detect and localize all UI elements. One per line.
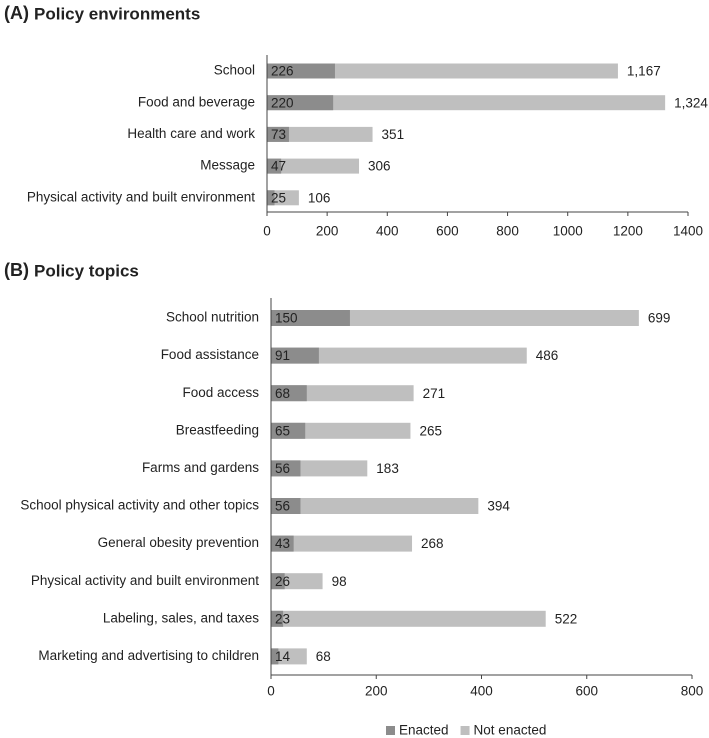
- data-label: 1,324: [674, 95, 708, 110]
- legend-label: Enacted: [399, 723, 449, 738]
- x-tick-label: 800: [681, 684, 704, 699]
- data-label: 26: [275, 574, 290, 589]
- bar: [267, 95, 334, 111]
- y-tick-label: School: [214, 63, 255, 78]
- y-tick-label: Physical activity and built environment: [31, 573, 259, 588]
- bar: [271, 310, 639, 326]
- bar: [267, 158, 282, 174]
- bar: [271, 422, 306, 439]
- bar: [271, 498, 301, 514]
- data-label: 220: [271, 95, 294, 110]
- bar: [267, 63, 335, 79]
- legend-swatch: [386, 726, 395, 735]
- y-tick-label: School physical activity and other topic…: [20, 498, 259, 513]
- data-label: 23: [275, 611, 290, 626]
- bar: [271, 610, 546, 627]
- x-tick-label: 0: [267, 684, 275, 699]
- legend-swatch: [460, 726, 470, 735]
- data-label: 43: [275, 536, 290, 551]
- y-tick-label: Farms and gardens: [142, 460, 259, 475]
- data-label: 73: [271, 127, 286, 142]
- bar: [271, 648, 307, 665]
- data-label: 351: [382, 127, 405, 142]
- data-label: 106: [308, 190, 331, 205]
- legend-label: Not enacted: [474, 723, 547, 738]
- x-tick-label: 1000: [553, 224, 583, 239]
- data-label: 68: [275, 386, 290, 401]
- x-tick-label: 600: [575, 684, 598, 699]
- data-label: 91: [275, 348, 290, 363]
- y-tick-label: Health care and work: [127, 126, 255, 141]
- chart-title: Policy environments: [34, 4, 200, 23]
- data-label: 150: [275, 311, 298, 326]
- bar: [267, 95, 666, 111]
- bar: [271, 573, 285, 590]
- panel-label: (A): [4, 3, 29, 23]
- data-label: 522: [555, 611, 578, 626]
- y-tick-label: Breastfeeding: [176, 422, 259, 437]
- data-label: 65: [275, 423, 290, 438]
- bar: [271, 535, 413, 552]
- data-label: 47: [271, 159, 286, 174]
- bar: [267, 63, 618, 79]
- bar: [271, 422, 411, 439]
- data-label: 226: [271, 64, 294, 79]
- bar: [271, 347, 527, 364]
- data-label: 68: [316, 649, 331, 664]
- x-tick-label: 0: [263, 224, 271, 239]
- x-tick-label: 1400: [673, 224, 703, 239]
- bar: [271, 347, 319, 364]
- data-label: 98: [332, 574, 347, 589]
- bar: [267, 126, 289, 142]
- y-tick-label: School nutrition: [166, 310, 259, 325]
- y-tick-label: Food access: [182, 385, 259, 400]
- data-label: 394: [487, 499, 510, 514]
- data-label: 265: [419, 423, 442, 438]
- data-label: 56: [275, 499, 290, 514]
- bar: [267, 126, 373, 142]
- bar: [271, 460, 301, 477]
- x-tick-label: 400: [470, 684, 493, 699]
- bar: [267, 158, 360, 174]
- data-label: 699: [648, 311, 671, 326]
- y-tick-label: Physical activity and built environment: [27, 189, 255, 204]
- bar: [271, 310, 350, 326]
- x-tick-label: 400: [376, 224, 399, 239]
- data-label: 1,167: [627, 64, 661, 79]
- panel-label: (B): [4, 260, 29, 280]
- chart-title: Policy topics: [34, 261, 139, 280]
- y-tick-label: Message: [200, 158, 255, 173]
- data-label: 14: [275, 649, 291, 664]
- x-tick-label: 200: [365, 684, 388, 699]
- bar: [271, 535, 294, 552]
- data-label: 25: [271, 190, 286, 205]
- bar: [271, 498, 479, 514]
- data-label: 56: [275, 461, 290, 476]
- bar: [267, 190, 275, 206]
- data-label: 306: [368, 159, 391, 174]
- data-label: 486: [536, 348, 559, 363]
- x-tick-label: 1200: [613, 224, 643, 239]
- y-tick-label: Food and beverage: [138, 94, 255, 109]
- bar: [271, 385, 307, 402]
- y-tick-label: Labeling, sales, and taxes: [103, 610, 259, 625]
- bar: [271, 610, 284, 627]
- x-tick-label: 600: [436, 224, 459, 239]
- data-label: 271: [423, 386, 446, 401]
- data-label: 183: [376, 461, 399, 476]
- y-tick-label: Food assistance: [161, 347, 259, 362]
- x-tick-label: 200: [316, 224, 339, 239]
- data-label: 268: [421, 536, 444, 551]
- bar: [267, 190, 299, 206]
- y-tick-label: Marketing and advertising to children: [38, 648, 259, 663]
- bar: [271, 648, 279, 665]
- y-tick-label: General obesity prevention: [98, 535, 259, 550]
- x-tick-label: 800: [496, 224, 519, 239]
